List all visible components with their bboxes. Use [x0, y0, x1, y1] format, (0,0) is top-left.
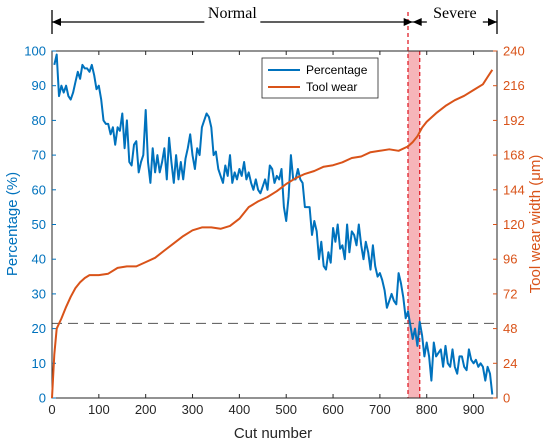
x-tick-label: 900: [463, 402, 485, 417]
region-arrowhead-right: [403, 18, 413, 26]
region-label-background: [426, 4, 483, 26]
left-tick-label: 100: [24, 44, 46, 59]
left-tick-label: 0: [39, 391, 46, 406]
left-tick-label: 60: [32, 182, 46, 197]
legend-label: Tool wear: [306, 80, 357, 94]
series-line-percentage: [53, 53, 494, 395]
x-axis-label: Cut number: [234, 425, 312, 442]
series-line-tool-wear: [51, 69, 494, 399]
legend-box: [261, 57, 379, 99]
x-tick-label: 400: [229, 402, 251, 417]
x-tick-label: 600: [322, 402, 344, 417]
x-tick-label: 200: [135, 402, 157, 417]
left-tick-label: 20: [32, 321, 46, 336]
right-tick-label: 72: [503, 286, 517, 301]
severe-band: [408, 51, 420, 398]
region-label: Severe: [433, 5, 477, 22]
left-tick-label: 10: [32, 356, 46, 371]
left-tick-label: 30: [32, 286, 46, 301]
left-tick-label: 40: [32, 252, 46, 267]
x-tick-label: 500: [275, 402, 297, 417]
right-tick-label: 168: [503, 148, 525, 163]
region-label: Normal: [208, 5, 257, 22]
right-tick-label: 48: [503, 321, 517, 336]
region-arrowhead-right: [488, 18, 497, 26]
right-tick-label: 96: [503, 252, 517, 267]
right-tick-label: 240: [503, 44, 525, 59]
region-arrowhead-left: [52, 18, 61, 26]
right-tick-label: 144: [503, 182, 525, 197]
right-tick-label: 216: [503, 78, 525, 93]
region-arrowhead-left: [412, 18, 422, 26]
right-tick-label: 24: [503, 356, 517, 371]
right-tick-label: 120: [503, 217, 525, 232]
right-tick-label: 0: [503, 391, 510, 406]
left-axis-label: Percentage (%): [4, 172, 21, 276]
x-tick-label: 100: [88, 402, 110, 417]
legend-label: Percentage: [306, 63, 368, 77]
left-tick-label: 80: [32, 113, 46, 128]
left-tick-label: 90: [32, 78, 46, 93]
region-label-background: [204, 4, 261, 26]
left-tick-label: 70: [32, 148, 46, 163]
right-axis-label: Tool wear width (μm): [527, 155, 544, 294]
right-tick-label: 192: [503, 113, 525, 128]
x-tick-label: 0: [48, 402, 55, 417]
x-tick-label: 700: [369, 402, 391, 417]
x-tick-label: 800: [416, 402, 438, 417]
x-tick-label: 300: [182, 402, 204, 417]
left-tick-label: 50: [32, 217, 46, 232]
